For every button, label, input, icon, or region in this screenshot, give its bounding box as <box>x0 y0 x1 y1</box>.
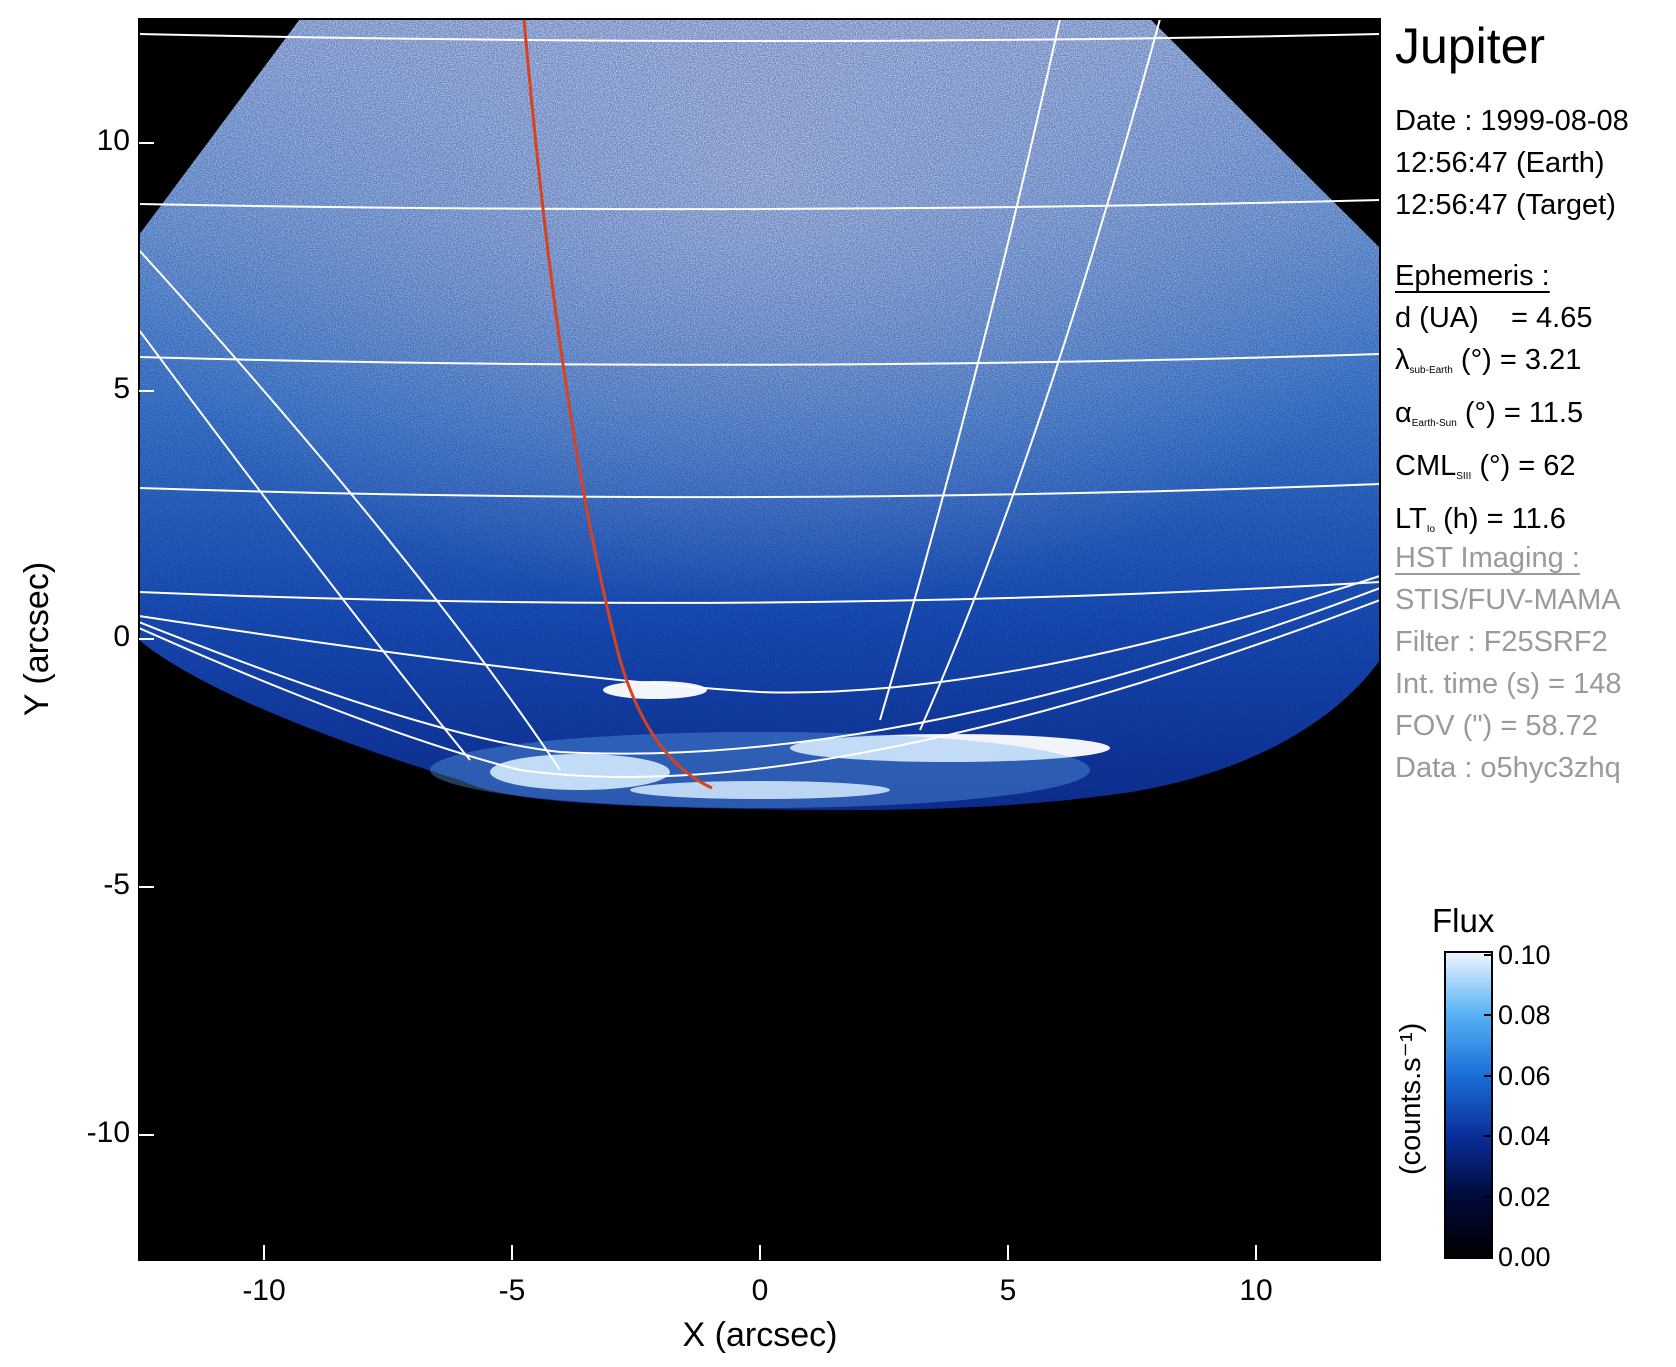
hst-integration-time: Int. time (s) = 148 <box>1395 668 1622 700</box>
hst-block: HST Imaging : STIS/FUV-MAMA Filter : F25… <box>1395 537 1621 789</box>
colorbar-tick-label: 0.10 <box>1498 940 1551 970</box>
y-axis-label: Y (arcsec) <box>18 562 56 716</box>
colorbar-ticks <box>1484 954 1492 1258</box>
colorbar-tick-label: 0.00 <box>1498 1242 1551 1272</box>
colorbar <box>1444 951 1493 1259</box>
ephemeris-io-local-time: LTIo (h) = 11.6 <box>1395 503 1566 535</box>
aurora-main-oval-west <box>490 754 670 790</box>
y-tick-label: 5 <box>113 372 130 405</box>
colorbar-tick-label: 0.06 <box>1498 1061 1551 1091</box>
hst-heading: HST Imaging : <box>1395 542 1580 574</box>
y-axis-ticks <box>139 142 154 1136</box>
time-earth: 12:56:47 (Earth) <box>1395 147 1605 179</box>
x-tick-label: -5 <box>498 1274 526 1307</box>
hst-filter: Filter : F25SRF2 <box>1395 626 1608 658</box>
longitude-grid <box>139 19 1161 771</box>
hst-fov: FOV (") = 58.72 <box>1395 710 1598 742</box>
date-block: Date : 1999-08-08 12:56:47 (Earth) 12:56… <box>1395 100 1629 226</box>
x-tick-label: 0 <box>751 1274 769 1307</box>
ephemeris-block: Ephemeris : d (UA) = 4.65 λsub-Earth (°)… <box>1395 255 1592 551</box>
colorbar-tick-label: 0.08 <box>1498 1000 1551 1030</box>
y-tick-label: 10 <box>96 124 130 157</box>
ephemeris-distance: d (UA) = 4.65 <box>1395 302 1593 334</box>
hst-instrument: STIS/FUV-MAMA <box>1395 584 1621 616</box>
aurora-main-oval-mid <box>630 781 890 799</box>
latitude-grid <box>139 33 1380 778</box>
date-label: Date : 1999-08-08 <box>1395 105 1629 137</box>
colorbar-tick-label: 0.02 <box>1498 1182 1551 1212</box>
x-tick-label: 10 <box>1239 1274 1273 1307</box>
x-tick-label: -10 <box>242 1274 286 1307</box>
ephemeris-cml: CMLSIII (°) = 62 <box>1395 450 1576 482</box>
ephemeris-sub-earth-longitude: λsub-Earth (°) = 3.21 <box>1395 344 1582 376</box>
io-footprint-curve <box>522 19 713 790</box>
ephemeris-phase-angle: αEarth-Sun (°) = 11.5 <box>1395 397 1584 429</box>
y-tick-label: -10 <box>86 1116 130 1149</box>
hst-dataset: Data : o5hyc3zhq <box>1395 752 1621 784</box>
aurora-main-oval <box>790 734 1110 762</box>
colorbar-unit-label: (counts.s⁻¹) <box>1395 1023 1427 1175</box>
ephemeris-heading: Ephemeris : <box>1395 260 1550 292</box>
x-tick-label: 5 <box>999 1274 1017 1307</box>
colorbar-tick-label: 0.04 <box>1498 1121 1551 1151</box>
x-axis-ticks <box>263 1245 1257 1260</box>
y-tick-label: 0 <box>113 620 130 653</box>
colorbar-title: Flux <box>1432 902 1495 939</box>
target-title: Jupiter <box>1395 18 1546 74</box>
aurora-diffuse <box>430 732 1090 808</box>
time-target: 12:56:47 (Target) <box>1395 189 1616 221</box>
photon-noise <box>139 19 1380 811</box>
x-axis-label: X (arcsec) <box>683 1316 838 1354</box>
y-tick-label: -5 <box>103 868 130 901</box>
